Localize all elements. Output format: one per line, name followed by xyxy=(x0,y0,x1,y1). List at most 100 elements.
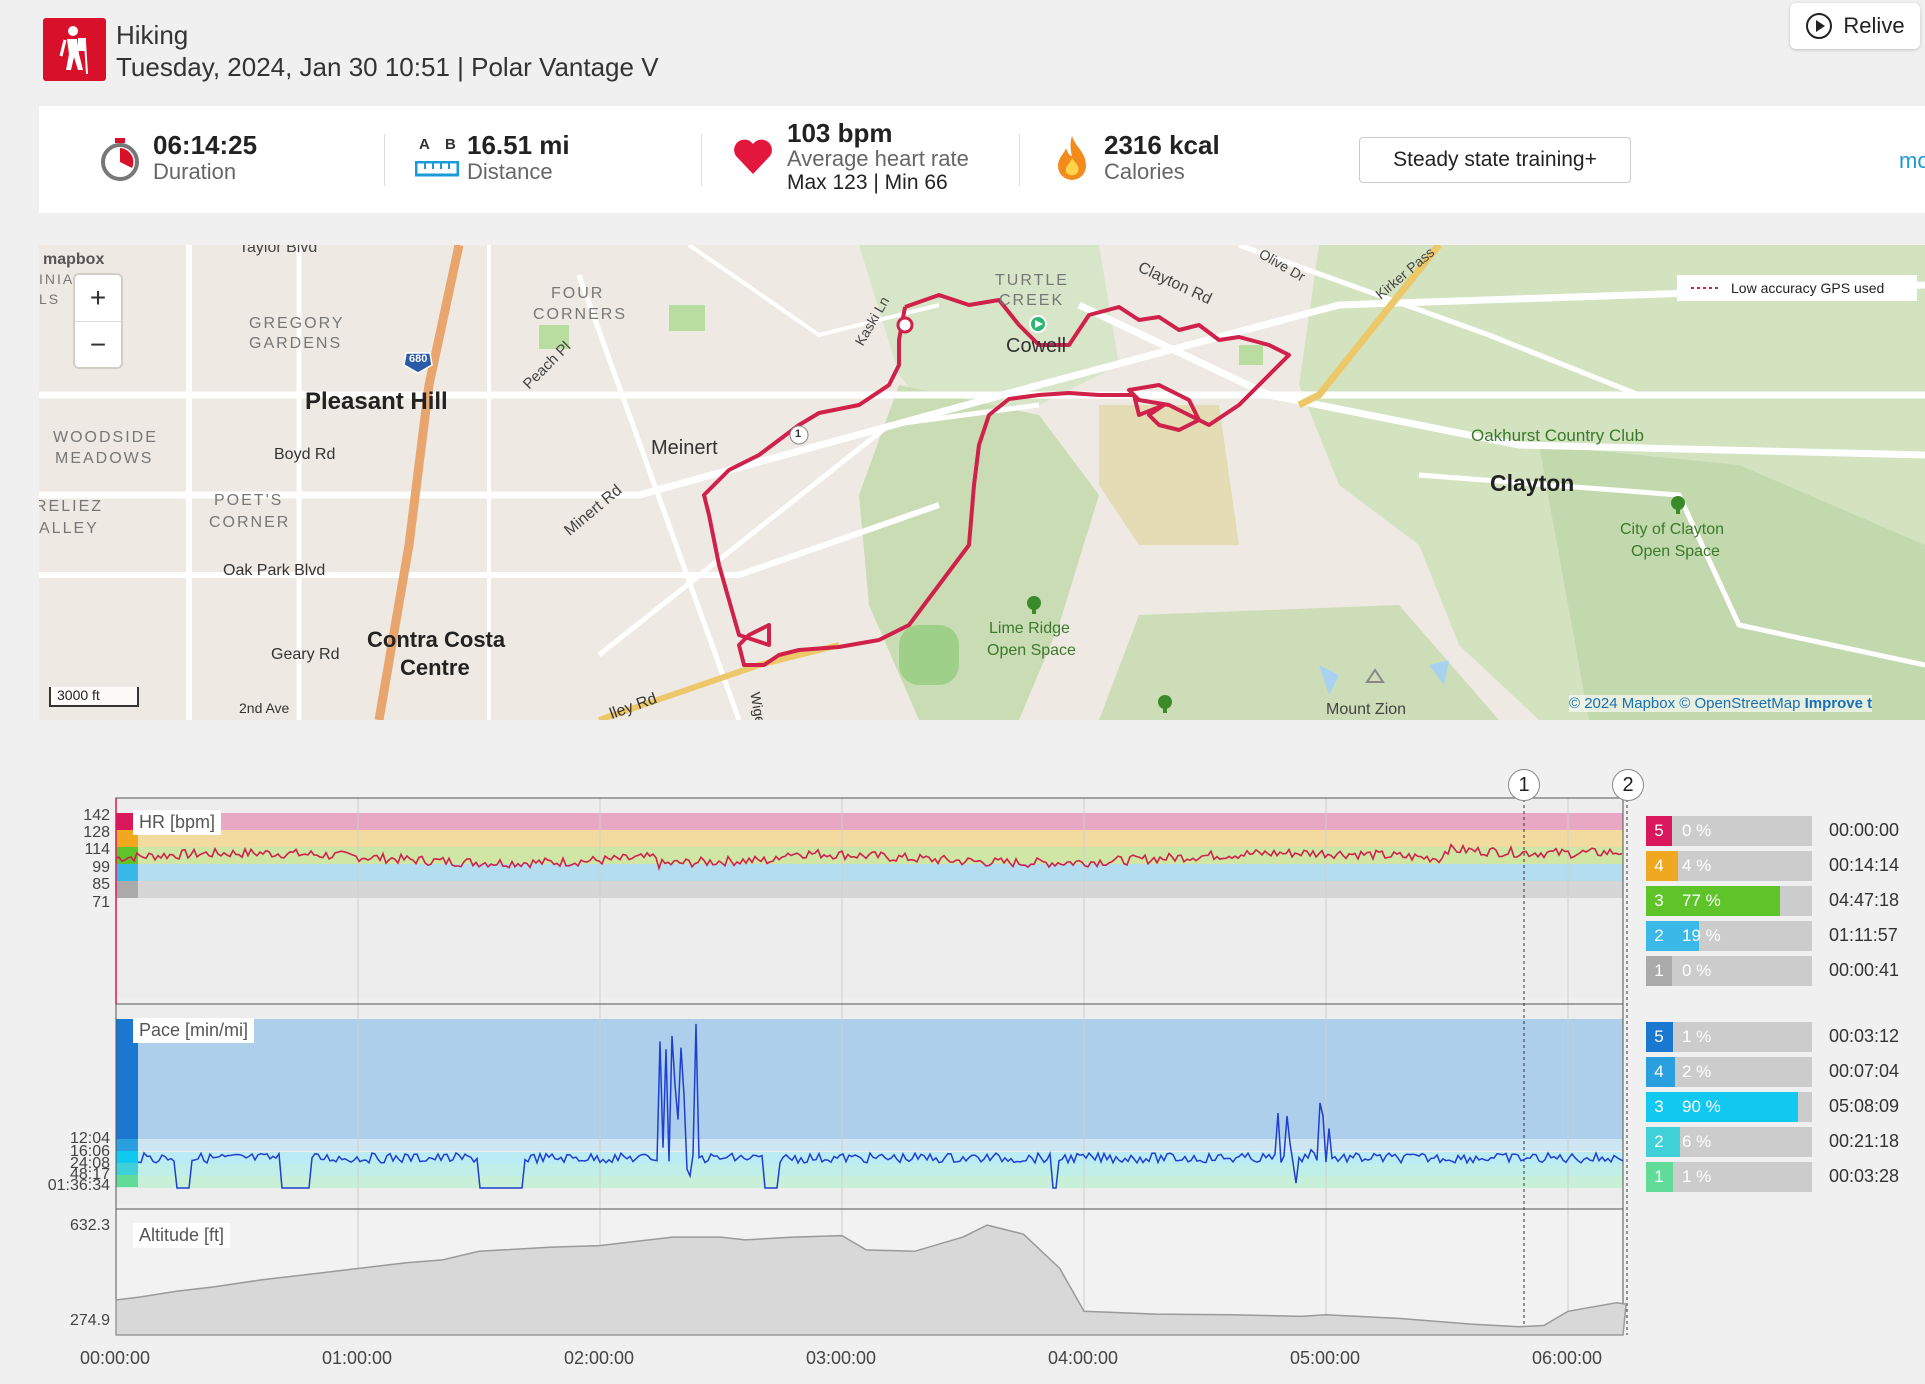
pace-zone-fill xyxy=(1672,1057,1675,1087)
map-label: Meinert xyxy=(651,437,718,459)
pace-ytick: 24:08 xyxy=(69,1155,110,1172)
pace-zone-percent: 90 % xyxy=(1682,1097,1721,1116)
map-label: GREGORY xyxy=(249,315,345,332)
session-charts: HR [bpm] Pace [min/mi] Altitude [ft] 142… xyxy=(0,760,1925,1384)
pace-zone-strip xyxy=(116,1139,138,1151)
more-link[interactable]: mo xyxy=(1899,148,1925,173)
hr-zone-fill xyxy=(1672,886,1780,916)
attribution-separator[interactable]: © OpenStreetMap xyxy=(1675,695,1805,712)
hr-zone-percent: 4 % xyxy=(1682,856,1712,875)
pace-zone-strip xyxy=(116,1163,138,1175)
point-b-label: B xyxy=(445,136,456,153)
duration-value: 06:14:25 xyxy=(153,130,258,160)
avg-hr-value: 103 bpm xyxy=(787,118,893,148)
map-label: INIA xyxy=(39,271,75,287)
heart-icon xyxy=(734,139,772,174)
pace-zone-4: 4 2 % xyxy=(1646,1057,1812,1087)
x-tick: 00:00:00 xyxy=(80,1348,151,1368)
hr-zone-percent: 19 % xyxy=(1682,926,1721,945)
map-label: Cowell xyxy=(1006,335,1067,357)
alt-ytick-min: 274.9 xyxy=(69,1312,110,1329)
lap-marker-2[interactable]: 2 xyxy=(1612,769,1644,801)
hr-zone-strip xyxy=(116,881,138,898)
pace-zone-fill xyxy=(1672,1162,1673,1192)
hr-chart-title: HR [bpm] xyxy=(133,810,222,835)
lap-marker-1[interactable]: 1 xyxy=(1508,769,1540,801)
hr-zone-number: 1 xyxy=(1646,956,1672,986)
hr-zone-4: 4 4 % xyxy=(1646,851,1812,881)
legend-text: Low accuracy GPS used xyxy=(1731,280,1885,296)
map-label: FOUR xyxy=(551,285,605,302)
altitude-chart-title: Altitude [ft] xyxy=(133,1223,231,1248)
pace-zone-5: 5 1 % xyxy=(1646,1022,1812,1052)
map-label: 2nd Ave xyxy=(239,700,290,716)
pace-zone-3: 3 90 % xyxy=(1646,1092,1812,1122)
map-label: WOODSIDE xyxy=(53,429,158,446)
map-label: TURTLE xyxy=(995,272,1069,289)
hr-zone-time: 00:00:41 xyxy=(1829,960,1900,980)
sport-name: Hiking xyxy=(116,20,189,50)
hr-zone-band xyxy=(116,881,1623,898)
hr-zone-number: 2 xyxy=(1646,921,1672,951)
map-label: CORNERS xyxy=(533,306,628,323)
pace-zone-number: 5 xyxy=(1646,1022,1672,1052)
hr-ytick: 114 xyxy=(84,841,110,858)
map-label: Boyd Rd xyxy=(274,446,336,463)
map-label: Contra Costa xyxy=(367,627,506,652)
map-label: Centre xyxy=(400,655,470,680)
training-benefit-button[interactable]: Steady state training+ xyxy=(1359,137,1631,183)
pace-zone-number: 3 xyxy=(1646,1092,1672,1122)
x-tick: 05:00:00 xyxy=(1290,1348,1361,1368)
improve-map-link[interactable]: Improve t xyxy=(1804,695,1873,712)
duration-label: Duration xyxy=(153,159,237,184)
route-map[interactable]: mapbox Taylor Blvd GREGORY GARDENS Pleas… xyxy=(39,245,1925,720)
map-label: Open Space xyxy=(987,642,1076,659)
hr-ytick: 142 xyxy=(83,807,110,824)
divider xyxy=(701,134,702,186)
charts-canvas[interactable] xyxy=(0,760,1925,1384)
mapbox-attribution-link[interactable]: © 2024 Mapbox xyxy=(1569,695,1676,712)
divider xyxy=(1019,134,1020,186)
hr-zone-band xyxy=(116,847,1623,864)
pace-zone-fill xyxy=(1672,1022,1673,1052)
ruler-icon xyxy=(415,161,459,177)
hr-ytick: 71 xyxy=(92,894,110,911)
point-a-label: A xyxy=(419,136,430,153)
zoom-out-button[interactable]: − xyxy=(89,329,107,360)
map-label: City of Clayton xyxy=(1620,521,1725,538)
highway-680-shield: 680 xyxy=(409,353,428,365)
x-tick: 01:00:00 xyxy=(322,1348,393,1368)
pace-zone-2: 2 6 % xyxy=(1646,1127,1812,1157)
pace-chart-title: Pace [min/mi] xyxy=(133,1018,255,1043)
mapbox-logo[interactable]: mapbox xyxy=(43,251,105,268)
map-label: Taylor Blvd xyxy=(239,245,318,256)
hr-zone-number: 5 xyxy=(1646,816,1672,846)
relive-button[interactable]: Relive xyxy=(1790,3,1920,49)
hr-ytick: 99 xyxy=(92,859,110,876)
map-label: LS xyxy=(39,291,61,307)
avg-hr-label: Average heart rate xyxy=(787,146,969,171)
hr-zone-band xyxy=(116,864,1623,881)
pace-zone-number: 1 xyxy=(1646,1162,1672,1192)
hr-series-line xyxy=(115,843,1623,872)
hr-zone-strip xyxy=(116,847,138,864)
calories-stat: 2316 kcal Calories xyxy=(1054,106,1314,213)
hr-zone-percent: 0 % xyxy=(1682,961,1712,980)
pace-zone-strip xyxy=(116,1175,138,1187)
map-label: Lime Ridge xyxy=(989,620,1070,637)
hr-zone-fill xyxy=(1672,921,1699,951)
map-label: Geary Rd xyxy=(271,646,340,663)
gps-accuracy-legend: Low accuracy GPS used xyxy=(1677,275,1917,301)
map-label: RELIEZ xyxy=(39,498,104,515)
distance-stat: A B 16.51 mi Distance xyxy=(415,106,695,213)
pace-zone-time: 00:03:12 xyxy=(1829,1026,1900,1046)
map-label: MEADOWS xyxy=(55,450,154,467)
zoom-in-button[interactable]: + xyxy=(75,275,121,322)
hr-zone-band xyxy=(116,813,1623,830)
stopwatch-icon xyxy=(101,138,139,181)
session-subtitle: Tuesday, 2024, Jan 30 10:51 | Polar Vant… xyxy=(116,52,659,82)
dotted-line-icon xyxy=(1691,287,1721,289)
pace-zone-fill xyxy=(1672,1127,1680,1157)
pace-zone-time: 00:03:28 xyxy=(1829,1166,1900,1186)
pace-zone-strip xyxy=(116,1019,138,1139)
